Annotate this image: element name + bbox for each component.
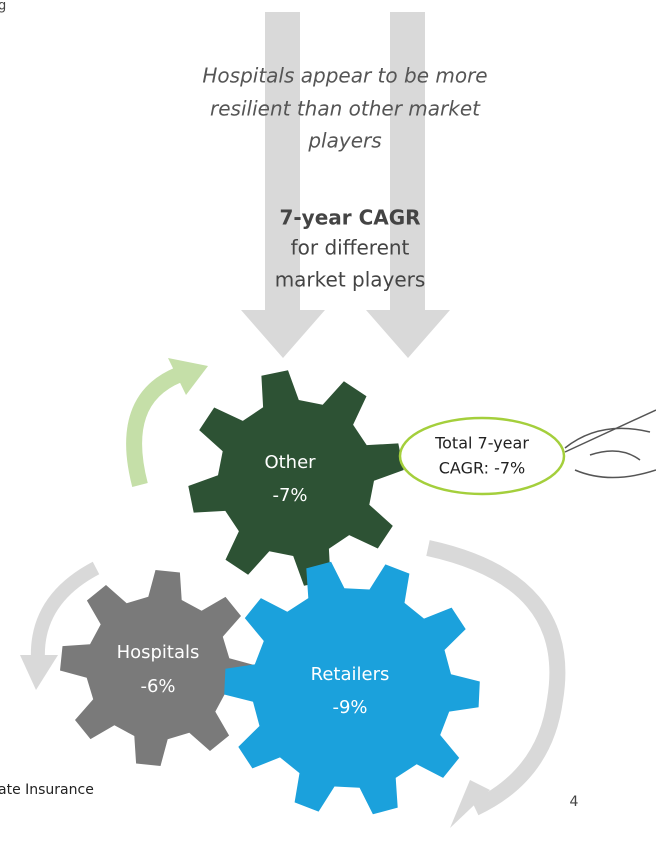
gear-value: -6% — [140, 676, 175, 697]
gear-value: -9% — [332, 697, 367, 718]
page-number: 4 — [570, 794, 579, 810]
subhead-line: market players — [275, 268, 426, 292]
page: g Hospitals appear to be more resilient … — [0, 0, 656, 845]
headline-line: resilient than other market — [210, 97, 481, 121]
subhead-bold: 7-year CAGR — [279, 206, 420, 230]
callout-bubble — [400, 418, 564, 494]
cycle-arrow-head — [20, 655, 58, 690]
gear-label: Retailers — [311, 664, 390, 685]
gear — [60, 570, 256, 766]
hand-sketch — [565, 410, 656, 478]
gear-label: Other — [264, 452, 316, 473]
cycle-arrow — [134, 375, 178, 485]
headline-line: players — [307, 129, 381, 153]
callout-line: Total 7-year — [434, 434, 529, 453]
subhead-line: for different — [291, 236, 410, 260]
footer-left: ate Insurance — [0, 782, 94, 798]
headline-line: Hospitals appear to be more — [202, 64, 487, 88]
gear — [224, 562, 480, 815]
gear-label: Hospitals — [117, 642, 200, 663]
corner-label: g — [0, 0, 6, 14]
callout-line: CAGR: -7% — [439, 459, 526, 478]
slide: g Hospitals appear to be more resilient … — [0, 0, 656, 845]
gear — [188, 370, 403, 585]
gear-value: -7% — [272, 485, 307, 506]
